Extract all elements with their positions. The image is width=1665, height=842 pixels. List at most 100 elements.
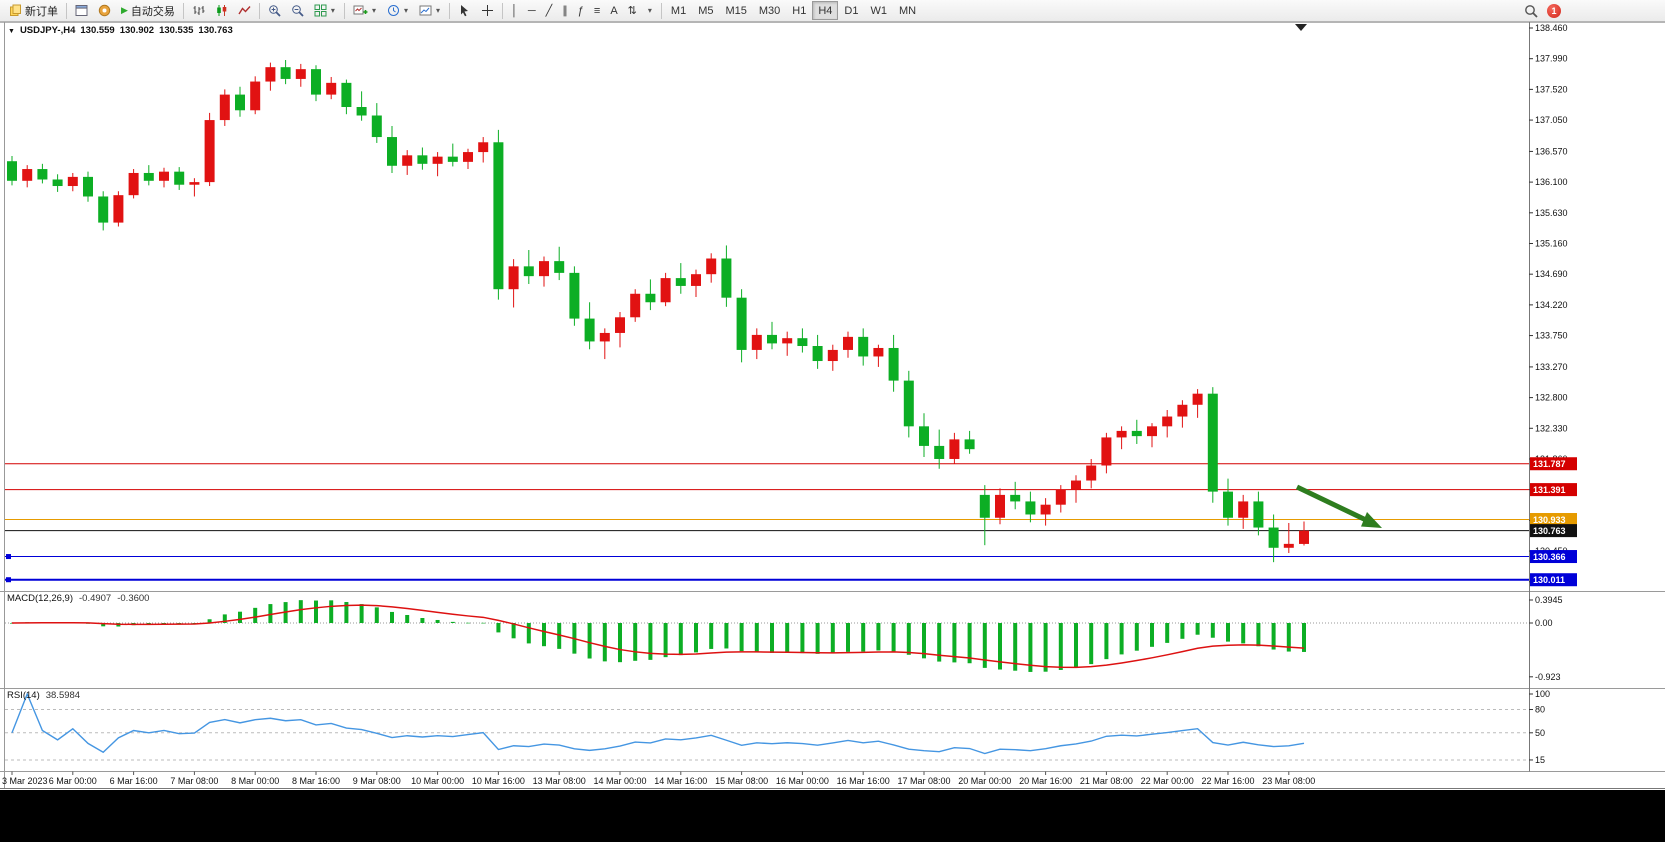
candle (417, 155, 428, 164)
svg-text:134.220: 134.220 (1535, 300, 1568, 310)
svg-text:17 Mar 08:00: 17 Mar 08:00 (897, 776, 950, 786)
candle (523, 266, 534, 277)
svg-text:9 Mar 08:00: 9 Mar 08:00 (353, 776, 401, 786)
arrow-head (1361, 512, 1382, 528)
candle (219, 94, 230, 121)
candlestick-chart-button[interactable] (210, 1, 233, 20)
macd-bar (982, 623, 987, 668)
macd-bar (1210, 623, 1215, 638)
candle (736, 297, 747, 350)
levels-tool-button[interactable]: ≡ (589, 1, 605, 20)
macd-bar (496, 623, 501, 633)
candle (599, 332, 610, 342)
macd-bar (1256, 623, 1261, 647)
community-button[interactable] (93, 1, 116, 20)
bar-chart-button[interactable] (187, 1, 210, 20)
svg-text:15: 15 (1535, 755, 1545, 765)
svg-text:-0.923: -0.923 (1535, 672, 1561, 682)
timeframe-w1[interactable]: W1 (864, 1, 893, 20)
arrows-tool-button[interactable]: ⇅ (623, 1, 642, 20)
timeframe-m15[interactable]: M15 (719, 1, 752, 20)
macd-bar (1226, 623, 1230, 642)
candle (204, 120, 215, 183)
chart-window-button[interactable] (70, 1, 93, 20)
chart-window-icon (75, 4, 88, 17)
time-axis[interactable]: 3 Mar 2023 6 Mar 00:00 6 Mar 16:00 7 Mar 08… (2, 771, 1315, 787)
notification-badge[interactable]: 1 (1547, 3, 1561, 18)
macd-bar (1180, 623, 1185, 639)
candle (934, 445, 945, 459)
tools-dropdown-button[interactable]: ▾ (642, 1, 658, 20)
timeframe-h1[interactable]: H1 (786, 1, 812, 20)
autotrading-button[interactable]: ▶ 自动交易 (116, 1, 180, 20)
candle (1071, 480, 1081, 490)
annotation-arrow[interactable] (1295, 484, 1382, 528)
hline-handle[interactable] (6, 554, 11, 560)
macd-bar (800, 623, 805, 654)
macd-bar (694, 623, 698, 653)
macd-bar (891, 623, 896, 652)
search-button[interactable] (1519, 1, 1543, 20)
candle (341, 82, 352, 108)
text-tool-button[interactable]: A (605, 1, 622, 20)
autotrading-label: 自动交易 (130, 5, 175, 18)
timeframe-h4[interactable]: H4 (812, 1, 839, 20)
one-click-trading-arrow-icon[interactable]: ▼ (8, 28, 15, 35)
hline-handle[interactable] (6, 577, 11, 583)
candle (37, 169, 48, 180)
chart-shift-marker[interactable] (1295, 24, 1307, 31)
cursor-icon (458, 4, 471, 17)
bar-chart-icon (192, 4, 205, 17)
macd-bar (739, 623, 744, 652)
vertical-line-tool-button[interactable]: │ (506, 1, 523, 20)
price-tag-131.787 (1530, 457, 1577, 471)
svg-text:131.391: 131.391 (1533, 485, 1566, 495)
macd-bar (466, 622, 470, 624)
toolbar-separator (660, 2, 662, 19)
zoom-out-button[interactable] (286, 1, 309, 20)
timeframe-d1[interactable]: D1 (838, 1, 864, 20)
chart-area[interactable]: 138.460 137.990 137.520 137.050 136.570 136.1… (0, 0, 1665, 790)
svg-text:0.3945: 0.3945 (1535, 595, 1563, 605)
candle (630, 293, 641, 318)
new-order-button[interactable]: 新订单 (4, 1, 63, 20)
svg-text:22 Mar 00:00: 22 Mar 00:00 (1141, 776, 1194, 786)
cursor-button[interactable] (453, 1, 476, 20)
price-tag-130.763 (1530, 524, 1577, 538)
candle (1253, 501, 1264, 528)
macd-value-signal: -0.3600 (117, 593, 150, 604)
macd-bar (846, 623, 850, 652)
svg-text:130.011: 130.011 (1533, 575, 1565, 585)
macd-bar (922, 623, 926, 659)
candle (706, 258, 717, 275)
channel-tool-button[interactable]: ∥ (557, 1, 573, 20)
quote-high: 130.902 (119, 25, 155, 36)
fibonacci-tool-button[interactable]: ƒ (573, 1, 589, 20)
zoom-in-button[interactable] (263, 1, 286, 20)
svg-text:0.00: 0.00 (1535, 618, 1553, 628)
period-button[interactable]: ▾ (382, 1, 414, 20)
template-button[interactable]: ▾ (414, 1, 446, 20)
candle (1040, 504, 1051, 515)
macd-panel: 0.3945 0.00 -0.923 (5, 595, 1563, 682)
macd-bar (10, 623, 14, 624)
macd-bar (1286, 623, 1291, 652)
candle (143, 172, 154, 181)
candle (22, 169, 33, 181)
new-chart-button[interactable]: ▾ (348, 1, 382, 20)
timeframe-mn[interactable]: MN (893, 1, 922, 20)
trendline-tool-button[interactable]: ╱ (541, 1, 558, 20)
timeframe-m1[interactable]: M1 (665, 1, 692, 20)
tile-windows-button[interactable]: ▾ (309, 1, 341, 20)
candle (615, 317, 625, 333)
horizontal-line-tool-button[interactable]: ─ (523, 1, 541, 20)
chart-frame (0, 22, 1665, 789)
macd-bar (952, 623, 957, 663)
timeframe-m5[interactable]: M5 (692, 1, 719, 20)
timeframe-m30[interactable]: M30 (753, 1, 786, 20)
crosshair-button[interactable] (476, 1, 499, 20)
symbol-period: USDJPY-,H4 (19, 25, 76, 36)
line-chart-button[interactable] (233, 1, 256, 20)
candle (67, 176, 78, 187)
